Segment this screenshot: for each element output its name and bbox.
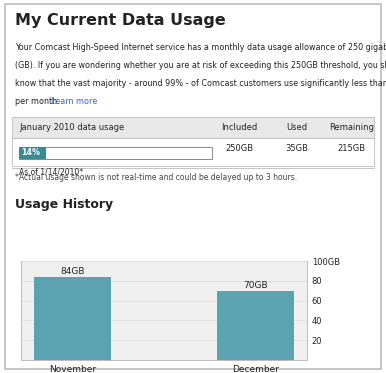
- Text: 70GB: 70GB: [243, 280, 268, 289]
- Text: Used: Used: [287, 123, 308, 132]
- Text: My Current Data Usage: My Current Data Usage: [15, 13, 226, 28]
- Text: 84GB: 84GB: [60, 267, 85, 276]
- Text: 14%: 14%: [22, 148, 41, 157]
- Text: 215GB: 215GB: [337, 144, 365, 153]
- Text: per month.: per month.: [15, 97, 60, 106]
- Text: January 2010 data usage: January 2010 data usage: [19, 123, 125, 132]
- Bar: [217, 291, 294, 360]
- Text: 35GB: 35GB: [286, 144, 309, 153]
- Text: Remaining: Remaining: [329, 123, 374, 132]
- Text: Usage History: Usage History: [15, 198, 113, 211]
- Text: *Actual usage shown is not real-time and could be delayed up to 3 hours.: *Actual usage shown is not real-time and…: [15, 173, 298, 182]
- Text: know that the vast majority - around 99% - of Comcast customers use significantl: know that the vast majority - around 99%…: [15, 79, 386, 88]
- Text: Included: Included: [221, 123, 257, 132]
- Text: 250GB: 250GB: [225, 144, 253, 153]
- Text: (GB). If you are wondering whether you are at risk of exceeding this 250GB thres: (GB). If you are wondering whether you a…: [15, 61, 386, 70]
- Text: Learn more: Learn more: [51, 97, 97, 106]
- Text: Your Comcast High-Speed Internet service has a monthly data usage allowance of 2: Your Comcast High-Speed Internet service…: [15, 43, 386, 52]
- Text: As of 1/14/2010*: As of 1/14/2010*: [19, 168, 83, 177]
- Bar: [34, 277, 111, 360]
